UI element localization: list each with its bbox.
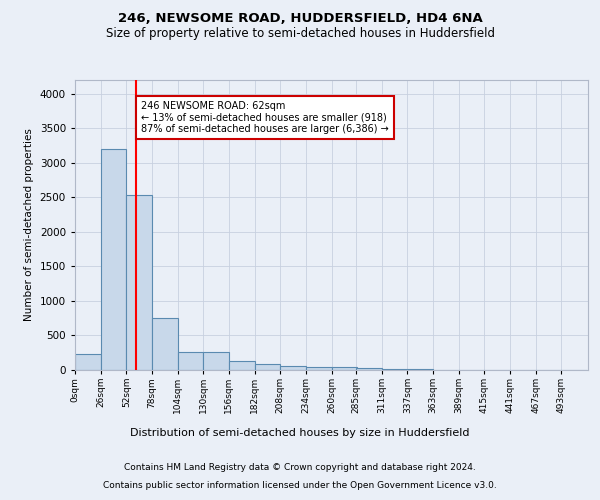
Text: Contains public sector information licensed under the Open Government Licence v3: Contains public sector information licen… <box>103 480 497 490</box>
Bar <box>229 361 254 370</box>
Bar <box>306 366 331 370</box>
Bar <box>331 366 357 370</box>
Text: Contains HM Land Registry data © Crown copyright and database right 2024.: Contains HM Land Registry data © Crown c… <box>124 463 476 472</box>
Bar <box>75 354 101 370</box>
Bar <box>203 352 229 370</box>
Text: Size of property relative to semi-detached houses in Huddersfield: Size of property relative to semi-detach… <box>106 28 494 40</box>
Bar <box>356 368 382 370</box>
Bar <box>382 368 407 370</box>
Bar <box>178 352 203 370</box>
Bar <box>280 366 306 370</box>
Bar <box>127 194 152 370</box>
Bar <box>254 364 280 370</box>
Y-axis label: Number of semi-detached properties: Number of semi-detached properties <box>24 128 34 322</box>
Text: 246, NEWSOME ROAD, HUDDERSFIELD, HD4 6NA: 246, NEWSOME ROAD, HUDDERSFIELD, HD4 6NA <box>118 12 482 26</box>
Bar <box>101 149 127 370</box>
Text: 246 NEWSOME ROAD: 62sqm
← 13% of semi-detached houses are smaller (918)
87% of s: 246 NEWSOME ROAD: 62sqm ← 13% of semi-de… <box>141 100 389 134</box>
Bar <box>152 318 178 370</box>
Text: Distribution of semi-detached houses by size in Huddersfield: Distribution of semi-detached houses by … <box>130 428 470 438</box>
